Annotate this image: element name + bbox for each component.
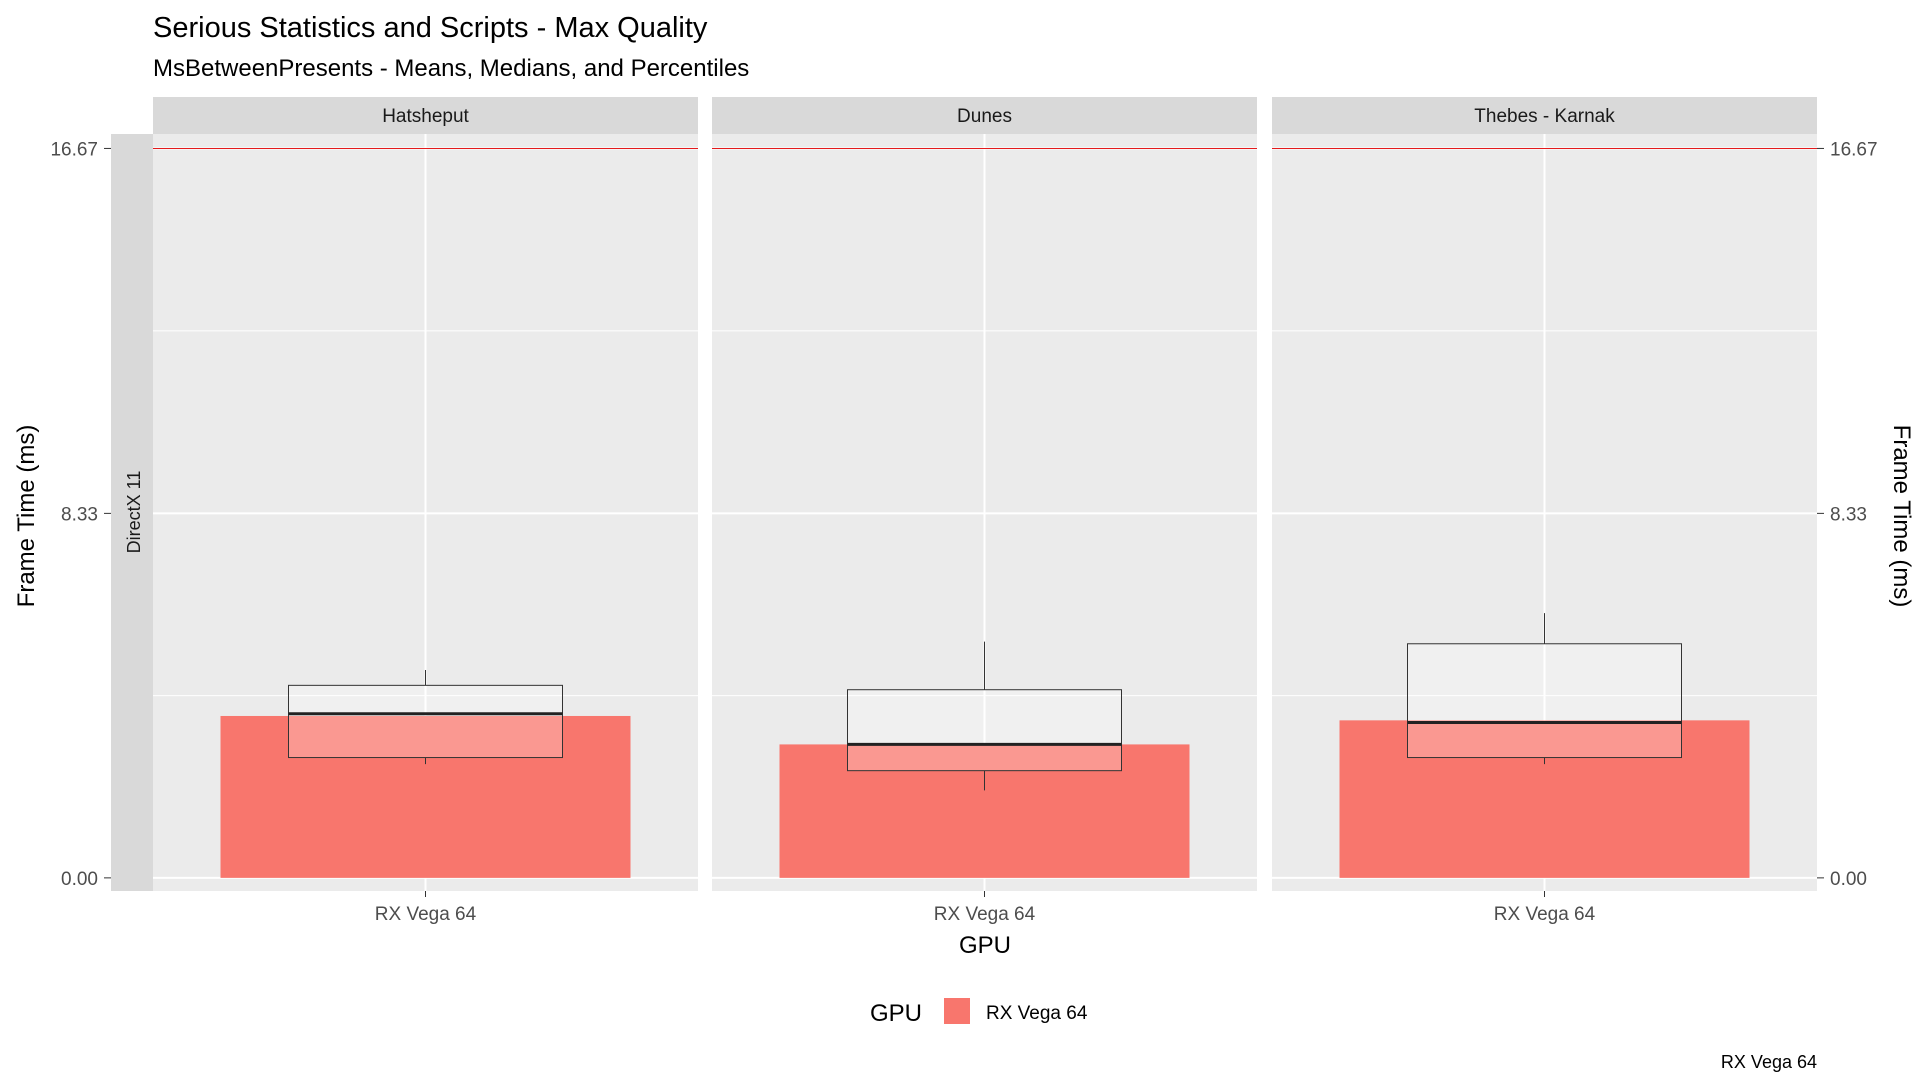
x-tick-label: RX Vega 64 <box>375 904 477 925</box>
legend-title: GPU <box>870 1000 922 1027</box>
caption: RX Vega 64 <box>1721 1052 1817 1072</box>
box-iqr <box>288 684 563 759</box>
legend: GPU RX Vega 64 <box>870 998 1088 1027</box>
x-tick-label: RX Vega 64 <box>934 904 1036 925</box>
panel-strip-label: Dunes <box>957 106 1012 127</box>
row-strip-label: DirectX 11 <box>124 471 144 554</box>
legend-key <box>944 998 970 1024</box>
panel-strip <box>153 97 698 134</box>
x-axis-title: GPU <box>959 932 1011 959</box>
panel-strip <box>712 97 1257 134</box>
panel-1: Dunes RX Vega 64 <box>712 97 1257 925</box>
y-axis-title-right: Frame Time (ms) <box>1888 425 1915 608</box>
box-iqr <box>1407 643 1682 759</box>
y-tick-label-right: 0.00 <box>1830 869 1867 890</box>
panel-2: Thebes - Karnak RX Vega 64 <box>1272 97 1817 925</box>
chart-title: Serious Statistics and Scripts - Max Qua… <box>153 12 708 44</box>
panel-0: Hatsheput RX Vega 64 <box>153 97 698 925</box>
y-axis-title: Frame Time (ms) <box>13 425 40 608</box>
y-tick-label-left: 0.00 <box>61 869 98 890</box>
panel-strip-label: Thebes - Karnak <box>1474 106 1615 127</box>
panel-strip <box>1272 97 1817 134</box>
y-tick-label-right: 16.67 <box>1830 139 1878 160</box>
y-tick-label-right: 8.33 <box>1830 504 1867 525</box>
panel-strip-label: Hatsheput <box>382 106 469 127</box>
chart-subtitle: MsBetweenPresents - Means, Medians, and … <box>153 55 749 82</box>
row-strip <box>111 134 153 891</box>
box-iqr <box>847 689 1122 772</box>
y-tick-label-left: 16.67 <box>50 139 98 160</box>
legend-label: RX Vega 64 <box>986 1003 1088 1024</box>
y-tick-label-left: 8.33 <box>61 504 98 525</box>
x-tick-label: RX Vega 64 <box>1494 904 1596 925</box>
